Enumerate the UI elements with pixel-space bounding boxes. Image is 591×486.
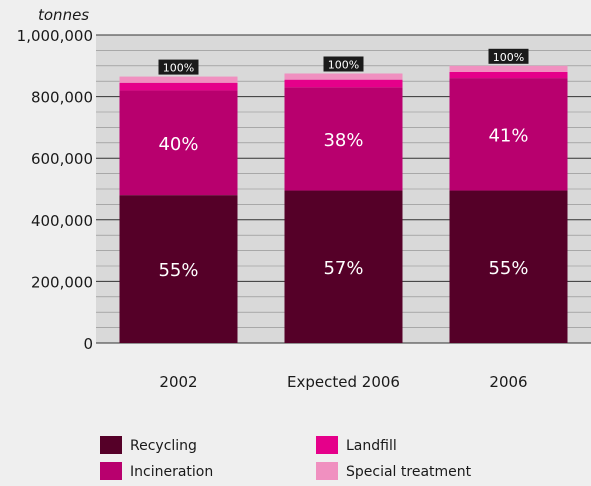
bar-segment-landfill (119, 82, 238, 91)
legend-swatch (316, 436, 338, 454)
legend-label: Landfill (346, 438, 397, 454)
x-category-label: 2006 (489, 373, 527, 391)
total-badge (323, 56, 364, 72)
legend-label: Incineration (130, 464, 213, 480)
segment-value-label: 55% (488, 258, 528, 279)
y-tick-label: 600,000 (31, 150, 93, 168)
total-label: 100% (493, 51, 524, 64)
bar-segment-incineration (119, 90, 238, 196)
bar-segment-incineration (449, 78, 568, 191)
segment-value-label: 40% (158, 134, 198, 155)
total-badge (158, 59, 199, 75)
bar-segment-landfill (449, 71, 568, 79)
legend-swatch (100, 462, 122, 480)
bar-segment-incineration (284, 87, 403, 191)
total-label: 100% (328, 59, 359, 72)
y-tick-label: 400,000 (31, 212, 93, 230)
legend-swatch (100, 436, 122, 454)
bar-segment-landfill (284, 79, 403, 88)
segment-value-label: 55% (158, 260, 198, 281)
x-category-label: 2002 (159, 373, 197, 391)
y-axis-unit-label: tonnes (38, 6, 89, 24)
legend-label: Special treatment (346, 464, 472, 480)
y-tick-label: 0 (83, 335, 93, 353)
total-label: 100% (163, 62, 194, 75)
segment-value-label: 57% (323, 258, 363, 279)
bar-segment-special-treatment (284, 73, 403, 80)
y-tick-label: 200,000 (31, 273, 93, 291)
legend-label: Recycling (130, 438, 197, 454)
y-tick-label: 1,000,000 (17, 27, 93, 45)
segment-value-label: 38% (323, 130, 363, 151)
y-tick-label: 800,000 (31, 89, 93, 107)
legend-swatch (316, 462, 338, 480)
total-badge (488, 48, 529, 64)
bar-segment-recycling (284, 190, 403, 343)
segment-value-label: 41% (488, 125, 528, 146)
bar-segment-recycling (449, 190, 568, 343)
bar-segment-recycling (119, 195, 238, 343)
bar-segment-special-treatment (119, 76, 238, 83)
bar-segment-special-treatment (449, 65, 568, 72)
x-category-label: Expected 2006 (287, 373, 400, 391)
